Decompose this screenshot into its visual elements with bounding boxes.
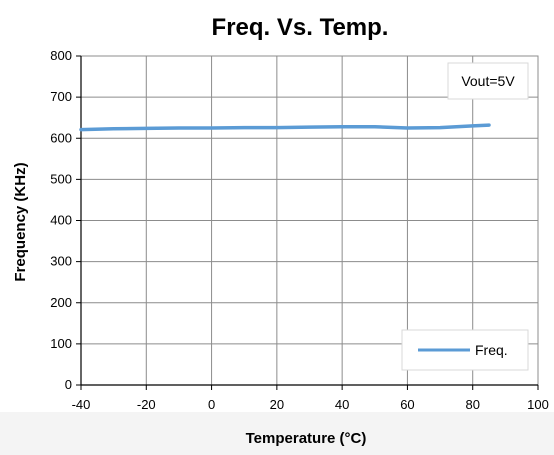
annotation-box: Vout=5V: [447, 62, 529, 100]
x-tick-label: -20: [137, 397, 156, 412]
legend-label-freq: Freq.: [475, 342, 508, 358]
series-layer: [79, 123, 491, 132]
annotation-frame: [447, 62, 529, 100]
y-tick-label: 0: [65, 377, 72, 392]
footer-band: [0, 412, 554, 455]
y-tick-label: 700: [50, 89, 72, 104]
y-tick-label: 300: [50, 254, 72, 269]
x-tick-label: 80: [465, 397, 479, 412]
series-line-freq: [79, 123, 491, 132]
x-axis-title: Temperature (°C): [246, 430, 367, 447]
x-tick-label: 60: [400, 397, 414, 412]
y-tick-label: 400: [50, 213, 72, 228]
x-tick-label: 100: [527, 397, 549, 412]
x-tick-label: -40: [72, 397, 91, 412]
axes: -40 -20 0 20 40 60 80 100 0 100 200 300 400 500 600 700…: [50, 48, 549, 412]
chart-title: Freq. Vs. Temp.: [212, 14, 389, 41]
y-axis-title: Frequency (KHz): [12, 162, 29, 281]
y-tick-label: 600: [50, 130, 72, 145]
legend: Freq.: [401, 329, 529, 371]
annotation-label: Vout=5V: [461, 73, 515, 89]
y-tick-label: 800: [50, 48, 72, 63]
y-tick-label: 100: [50, 336, 72, 351]
x-tick-label: 0: [208, 397, 215, 412]
y-tick-label: 500: [50, 171, 72, 186]
y-tick-label: 200: [50, 295, 72, 310]
x-tick-label: 40: [335, 397, 349, 412]
x-tick-label: 20: [270, 397, 284, 412]
